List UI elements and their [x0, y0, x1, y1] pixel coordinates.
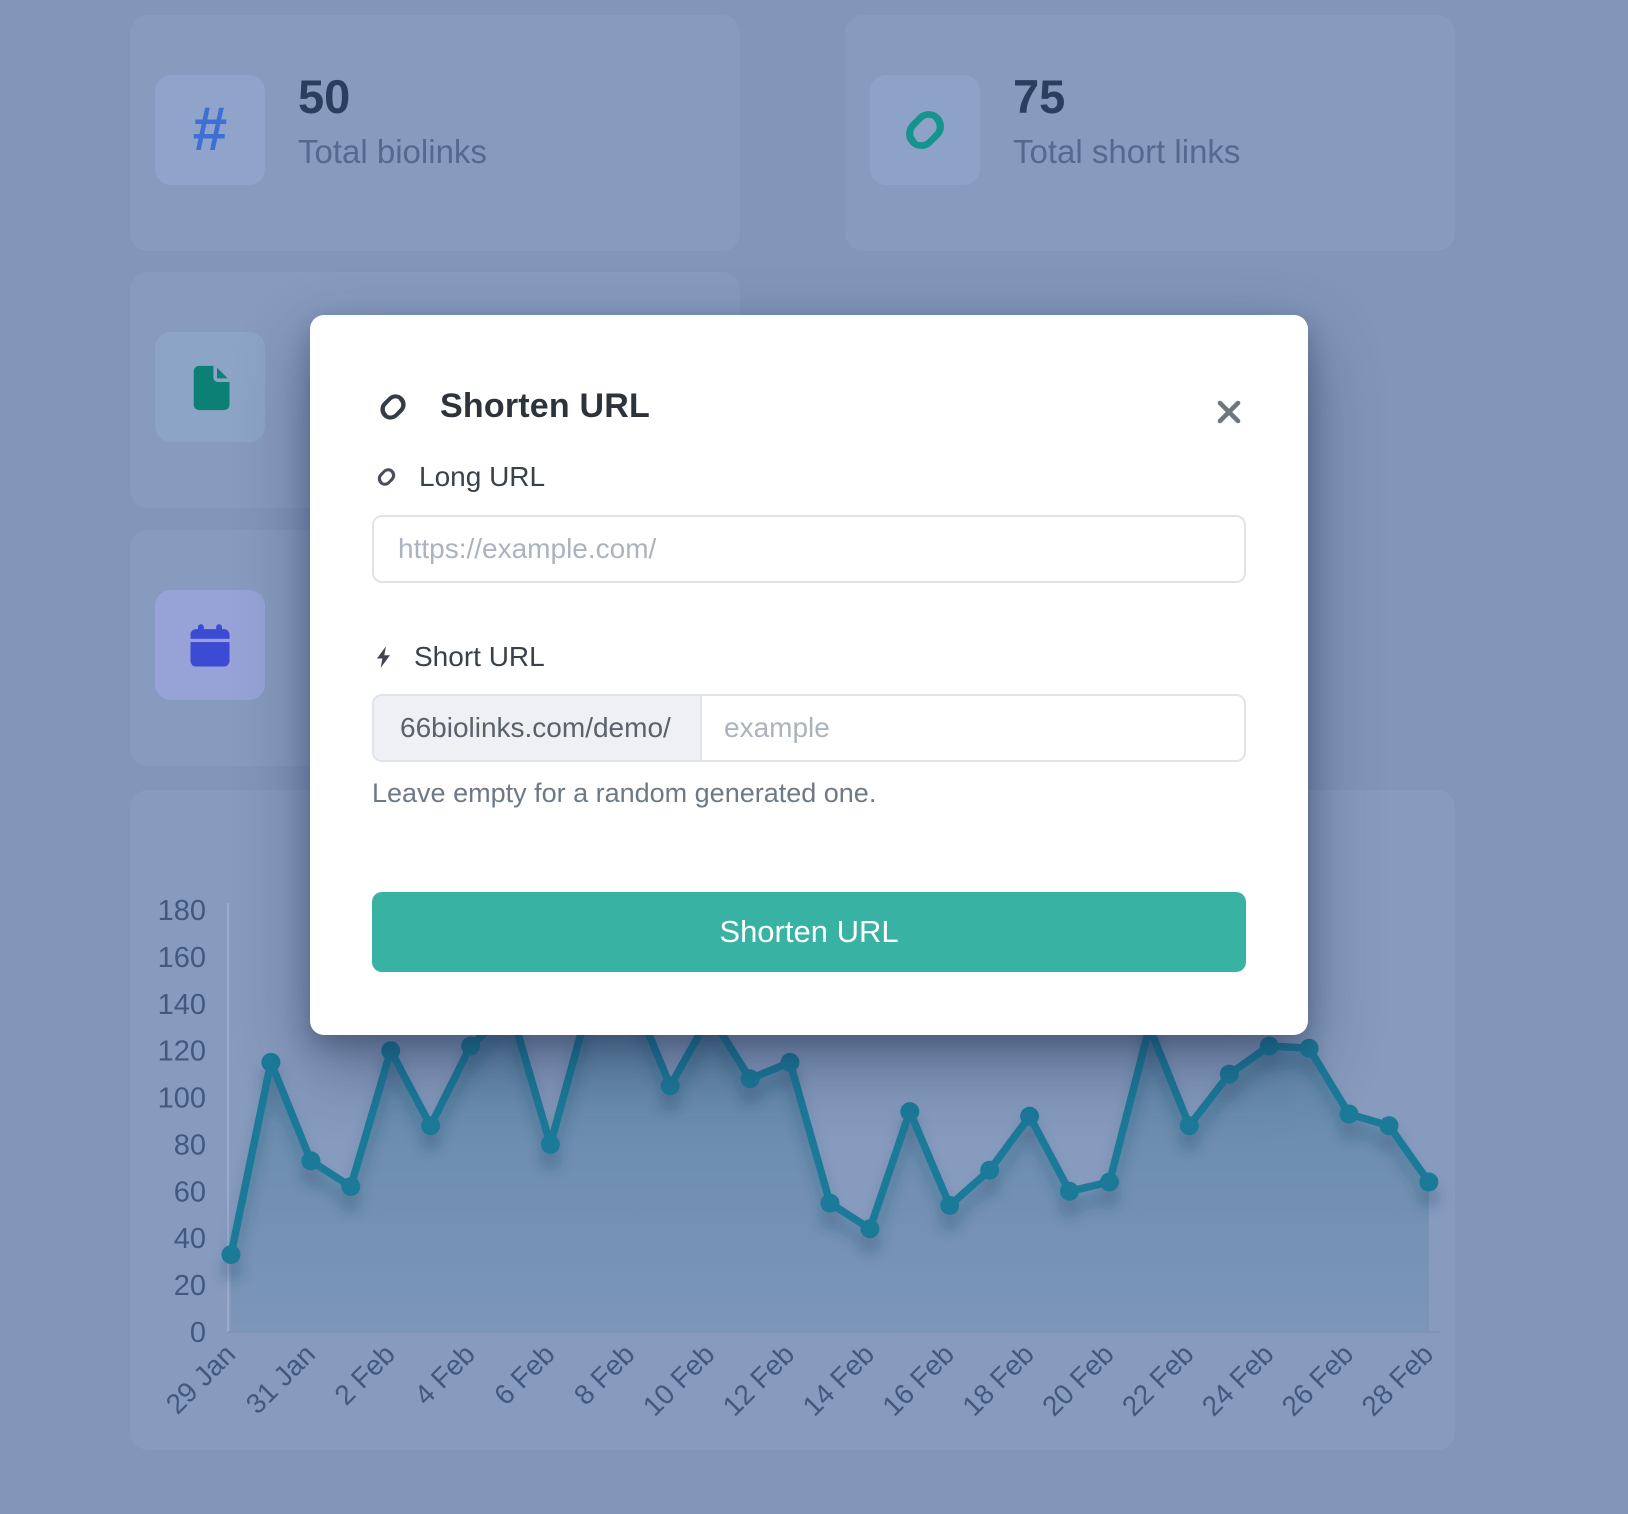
svg-text:12 Feb: 12 Feb [717, 1338, 801, 1422]
svg-text:8 Feb: 8 Feb [568, 1338, 641, 1411]
short-url-help-text: Leave empty for a random generated one. [372, 778, 877, 808]
svg-text:80: 80 [174, 1129, 206, 1161]
svg-text:18 Feb: 18 Feb [956, 1338, 1040, 1422]
stat-label-biolinks: Total biolinks [298, 133, 487, 170]
svg-text:60: 60 [174, 1176, 206, 1208]
svg-text:40: 40 [174, 1223, 206, 1255]
short-url-label-row: Short URL [372, 641, 545, 673]
file-icon [155, 332, 265, 442]
svg-text:2 Feb: 2 Feb [328, 1338, 401, 1411]
svg-text:180: 180 [158, 895, 206, 927]
svg-text:31 Jan: 31 Jan [240, 1338, 321, 1419]
stat-card-biolinks: # 50 Total biolinks [130, 15, 740, 251]
shorten-url-submit-button[interactable]: Shorten URL [372, 892, 1246, 972]
svg-text:16 Feb: 16 Feb [876, 1338, 960, 1422]
stat-value-biolinks: 50 [298, 70, 351, 123]
close-icon[interactable] [1216, 399, 1242, 425]
svg-text:22 Feb: 22 Feb [1116, 1338, 1200, 1422]
svg-text:6 Feb: 6 Feb [488, 1338, 561, 1411]
short-url-input-group: 66biolinks.com/demo/ [372, 694, 1246, 762]
link-icon [372, 464, 401, 490]
short-url-label: Short URL [414, 641, 545, 672]
svg-text:160: 160 [158, 942, 206, 974]
svg-text:29 Jan: 29 Jan [160, 1338, 241, 1419]
long-url-label-row: Long URL [372, 461, 545, 493]
link-icon [372, 388, 414, 426]
svg-text:14 Feb: 14 Feb [797, 1338, 881, 1422]
svg-text:140: 140 [158, 989, 206, 1021]
stat-card-short-links: 75 Total short links [845, 15, 1455, 251]
link-icon [870, 75, 980, 185]
svg-text:10 Feb: 10 Feb [637, 1338, 721, 1422]
svg-text:120: 120 [158, 1036, 206, 1068]
long-url-input[interactable] [372, 515, 1246, 583]
short-url-input[interactable] [702, 696, 1244, 760]
svg-text:20 Feb: 20 Feb [1036, 1338, 1120, 1422]
long-url-label: Long URL [419, 461, 546, 492]
svg-text:4 Feb: 4 Feb [408, 1338, 481, 1411]
stat-value-short-links: 75 [1013, 70, 1066, 123]
hash-icon: # [155, 75, 265, 185]
svg-text:100: 100 [158, 1083, 206, 1115]
calendar-icon [155, 590, 265, 700]
short-url-prefix: 66biolinks.com/demo/ [374, 696, 702, 760]
stat-label-short-links: Total short links [1013, 133, 1241, 170]
svg-text:24 Feb: 24 Feb [1196, 1338, 1280, 1422]
svg-text:28 Feb: 28 Feb [1356, 1338, 1440, 1422]
modal-title: Shorten URL [440, 387, 650, 425]
svg-text:20: 20 [174, 1270, 206, 1302]
svg-text:0: 0 [190, 1317, 206, 1349]
svg-text:26 Feb: 26 Feb [1276, 1338, 1360, 1422]
shorten-url-modal: Shorten URL Long URL [310, 315, 1308, 1035]
lightning-icon [372, 643, 396, 671]
